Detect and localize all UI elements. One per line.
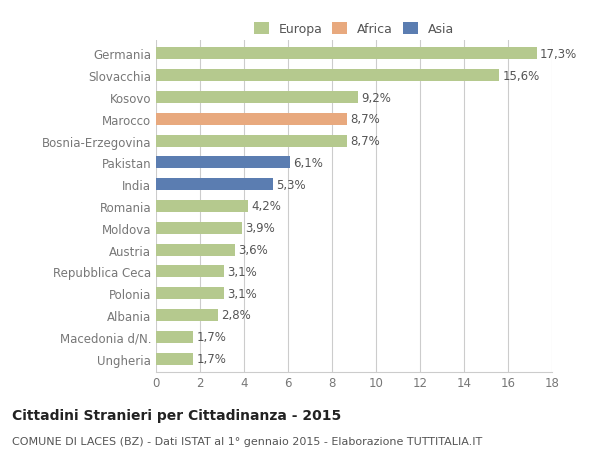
Text: 9,2%: 9,2%: [362, 91, 392, 104]
Text: 8,7%: 8,7%: [350, 113, 380, 126]
Bar: [156, 353, 193, 365]
Bar: [156, 70, 499, 82]
Bar: [156, 48, 536, 60]
Bar: [156, 309, 218, 321]
Legend: Europa, Africa, Asia: Europa, Africa, Asia: [250, 19, 458, 40]
Text: 3,1%: 3,1%: [227, 265, 257, 278]
Text: 3,9%: 3,9%: [245, 222, 275, 235]
Bar: [156, 287, 224, 299]
Text: 17,3%: 17,3%: [540, 48, 577, 61]
Text: 15,6%: 15,6%: [503, 70, 540, 83]
Bar: [156, 179, 272, 191]
Bar: [156, 244, 235, 256]
Text: COMUNE DI LACES (BZ) - Dati ISTAT al 1° gennaio 2015 - Elaborazione TUTTITALIA.I: COMUNE DI LACES (BZ) - Dati ISTAT al 1° …: [12, 436, 482, 446]
Bar: [156, 157, 290, 169]
Text: 6,1%: 6,1%: [293, 157, 323, 169]
Text: 2,8%: 2,8%: [221, 309, 251, 322]
Text: 5,3%: 5,3%: [276, 179, 305, 191]
Bar: [156, 266, 224, 278]
Text: Cittadini Stranieri per Cittadinanza - 2015: Cittadini Stranieri per Cittadinanza - 2…: [12, 409, 341, 422]
Bar: [156, 113, 347, 126]
Text: 3,1%: 3,1%: [227, 287, 257, 300]
Text: 3,6%: 3,6%: [239, 244, 268, 257]
Text: 4,2%: 4,2%: [252, 200, 281, 213]
Bar: [156, 201, 248, 213]
Bar: [156, 92, 358, 104]
Text: 1,7%: 1,7%: [197, 352, 227, 365]
Bar: [156, 331, 193, 343]
Text: 8,7%: 8,7%: [350, 135, 380, 148]
Bar: [156, 135, 347, 147]
Text: 1,7%: 1,7%: [197, 330, 227, 343]
Bar: [156, 222, 242, 234]
